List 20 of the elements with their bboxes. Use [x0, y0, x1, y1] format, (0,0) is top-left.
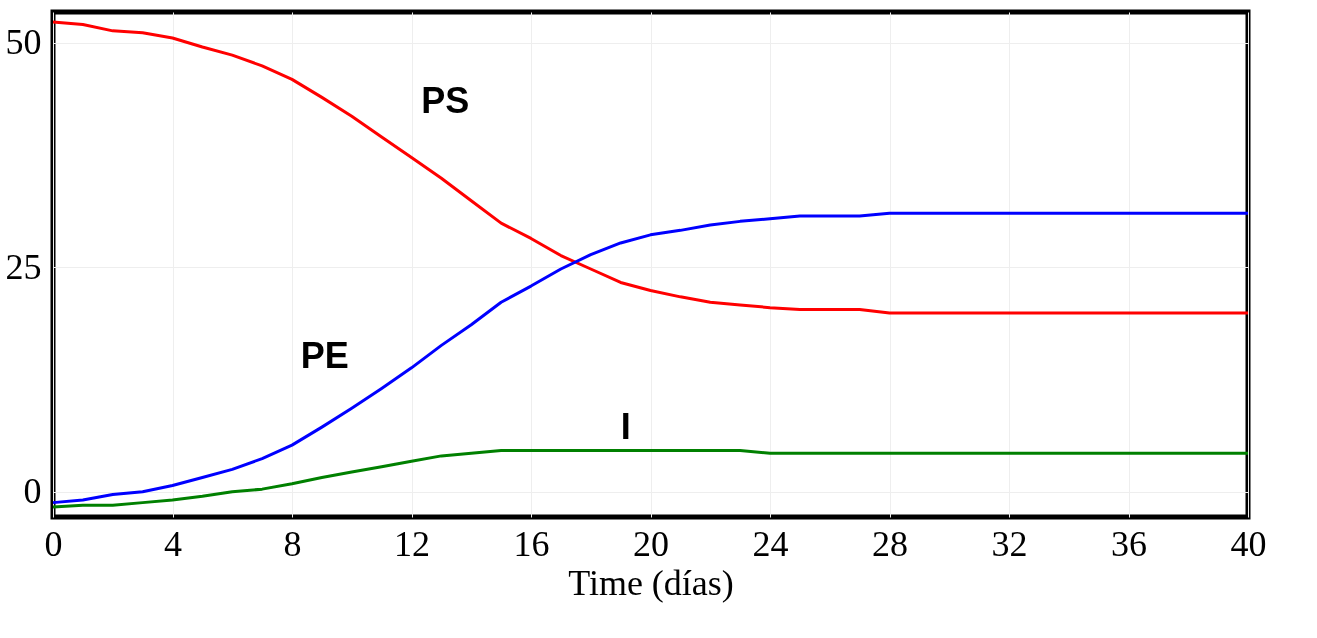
x-tick-label: 24 — [752, 523, 789, 564]
series-label: PS — [421, 80, 470, 122]
y-tick-label: 0 — [23, 471, 42, 512]
x-tick-label: 28 — [872, 523, 908, 564]
x-tick-label: 16 — [513, 523, 550, 564]
series-label: PE — [300, 335, 349, 377]
y-tick-label: 50 — [5, 22, 42, 63]
line-series — [51, 449, 1250, 509]
line-series — [51, 211, 1250, 505]
x-tick-label: 20 — [633, 523, 669, 564]
x-tick-label: 32 — [991, 523, 1028, 564]
line-series — [51, 20, 1250, 315]
x-tick-label: 12 — [394, 523, 430, 564]
x-tick-label: 36 — [1111, 523, 1147, 564]
x-tick-label: 40 — [1230, 523, 1267, 564]
x-tick-label: 8 — [283, 523, 302, 564]
y-tick-label: 25 — [5, 246, 42, 287]
series-label: I — [620, 405, 631, 447]
x-tick-label: 4 — [164, 523, 182, 564]
x-axis-title: Time (días) — [568, 562, 734, 603]
